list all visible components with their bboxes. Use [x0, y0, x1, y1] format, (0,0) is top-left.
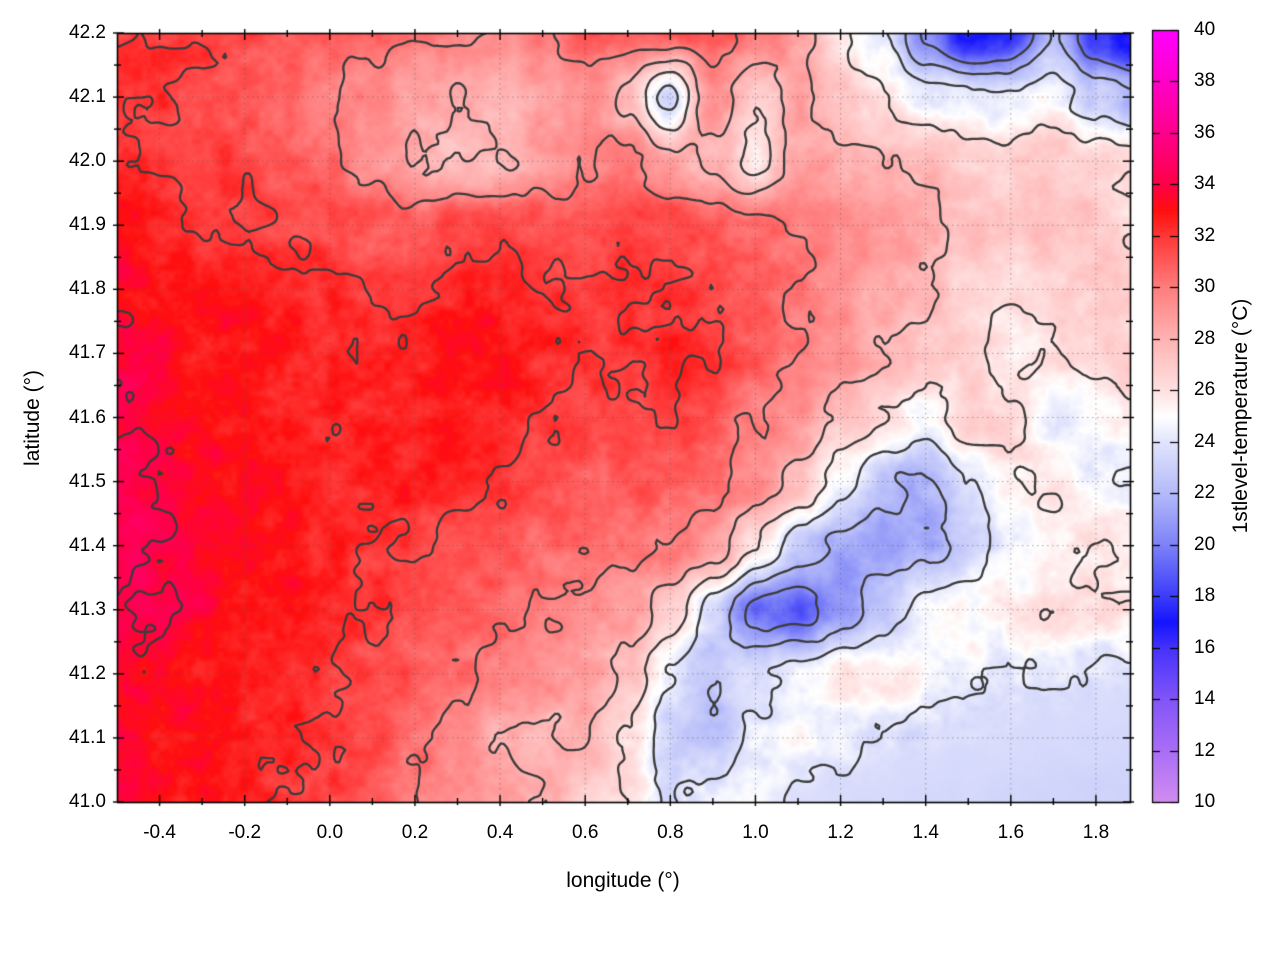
- colorbar-tick-label: 20: [1194, 533, 1216, 555]
- colorbar-tick-label: 38: [1194, 70, 1216, 92]
- x-tick-label: 0.8: [657, 822, 684, 843]
- colorbar-tick-label: 14: [1194, 688, 1216, 710]
- y-axis-title: latitude (°): [21, 370, 44, 466]
- x-tick-label: 1.0: [742, 822, 769, 843]
- y-tick-label: 41.1: [69, 726, 106, 748]
- colorbar-tick-label: 36: [1194, 121, 1216, 143]
- colorbar-tick-label: 24: [1194, 430, 1216, 452]
- x-tick-label: -0.2: [228, 822, 262, 843]
- x-tick-label: 1.2: [827, 822, 854, 843]
- x-axis-title: longitude (°): [566, 869, 680, 892]
- colorbar-tick-label: 40: [1194, 19, 1216, 40]
- y-tick-label: 41.7: [69, 342, 106, 364]
- x-tick-label: 1.6: [997, 822, 1025, 843]
- x-tick-label: 0.6: [571, 822, 599, 843]
- x-tick-label: -0.4: [143, 822, 176, 843]
- x-tick-label: 1.4: [912, 822, 939, 843]
- y-tick-label: 42.2: [69, 22, 106, 43]
- y-tick-label: 41.6: [69, 406, 106, 428]
- colorbar-tick-label: 28: [1194, 327, 1216, 349]
- colorbar-tick-label: 16: [1194, 636, 1216, 658]
- y-tick-label: 41.8: [69, 278, 106, 300]
- x-tick-label: 0.2: [401, 822, 429, 843]
- x-tick-label: 1.8: [1082, 822, 1110, 843]
- y-tick-label: 41.5: [69, 470, 106, 492]
- y-tick-label: 42.0: [69, 150, 106, 172]
- colorbar-tick-label: 32: [1194, 224, 1216, 246]
- colorbar-tick-label: 26: [1194, 379, 1216, 401]
- colorbar-tick-label: 10: [1194, 791, 1216, 812]
- colorbar-tick-label: 18: [1194, 585, 1216, 607]
- colorbar-tick-label: 30: [1194, 276, 1216, 298]
- y-tick-label: 41.4: [69, 534, 106, 556]
- y-tick-label: 42.1: [69, 86, 106, 108]
- x-tick-label: 0.0: [316, 822, 344, 843]
- y-tick-label: 41.2: [69, 662, 106, 684]
- x-tick-label: 0.4: [486, 822, 514, 843]
- colorbar-tick-label: 22: [1194, 482, 1216, 504]
- y-tick-label: 41.0: [69, 791, 106, 812]
- y-tick-label: 41.3: [69, 598, 106, 620]
- y-tick-label: 41.9: [69, 214, 106, 236]
- colorbar-title: 1stlevel-temperature (°C): [1229, 298, 1252, 534]
- colorbar-tick-label: 34: [1194, 173, 1216, 195]
- colorbar-tick-label: 12: [1194, 739, 1216, 761]
